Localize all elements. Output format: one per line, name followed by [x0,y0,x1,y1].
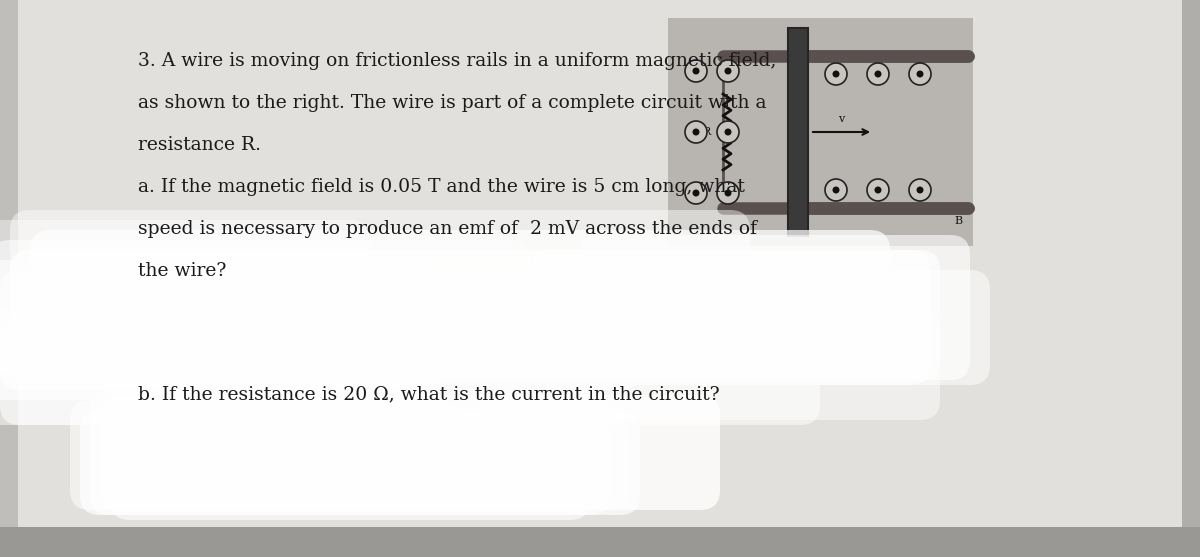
Circle shape [833,187,840,193]
Circle shape [910,63,931,85]
Circle shape [875,187,882,193]
Circle shape [718,182,739,204]
Circle shape [718,121,739,143]
Text: v: v [839,114,845,124]
Circle shape [917,71,924,77]
Circle shape [725,129,732,135]
Circle shape [866,179,889,201]
Circle shape [826,63,847,85]
Circle shape [826,179,847,201]
Text: 3. A wire is moving on frictionless rails in a uniform magnetic field,: 3. A wire is moving on frictionless rail… [138,52,776,70]
Circle shape [692,189,700,197]
Circle shape [685,121,707,143]
Bar [0,527,1200,557]
Circle shape [725,67,732,75]
Circle shape [866,63,889,85]
FancyBboxPatch shape [180,410,620,510]
Text: resistance R.: resistance R. [138,136,262,154]
Circle shape [875,71,882,77]
FancyBboxPatch shape [0,220,370,340]
Bar [0,0,18,557]
FancyBboxPatch shape [30,230,890,380]
Circle shape [833,71,840,77]
Circle shape [692,67,700,75]
FancyBboxPatch shape [110,425,590,520]
FancyBboxPatch shape [80,410,640,515]
FancyBboxPatch shape [0,270,640,390]
FancyBboxPatch shape [0,320,820,425]
FancyBboxPatch shape [90,390,610,515]
FancyBboxPatch shape [10,210,750,320]
Circle shape [910,179,931,201]
Bar [788,28,808,236]
FancyBboxPatch shape [130,420,630,510]
Text: b. If the resistance is 20 Ω, what is the current in the circuit?: b. If the resistance is 20 Ω, what is th… [138,385,720,403]
Circle shape [685,182,707,204]
Text: a. If the magnetic field is 0.05 T and the wire is 5 cm long, what: a. If the magnetic field is 0.05 T and t… [138,178,745,196]
FancyBboxPatch shape [630,270,990,385]
FancyBboxPatch shape [530,250,940,380]
Text: R: R [703,127,710,137]
FancyBboxPatch shape [70,400,460,510]
Circle shape [692,129,700,135]
Text: B: B [955,216,964,226]
Circle shape [685,60,707,82]
Text: the wire?: the wire? [138,262,227,280]
FancyBboxPatch shape [0,240,530,375]
Circle shape [725,189,732,197]
FancyBboxPatch shape [0,310,420,425]
Bar [668,18,973,246]
Circle shape [917,187,924,193]
Circle shape [718,60,739,82]
FancyBboxPatch shape [10,250,930,385]
Text: speed is necessary to produce an emf of  2 mV across the ends of: speed is necessary to produce an emf of … [138,220,757,238]
FancyBboxPatch shape [0,260,440,400]
Text: as shown to the right. The wire is part of a complete circuit with a: as shown to the right. The wire is part … [138,94,767,112]
FancyBboxPatch shape [100,395,720,510]
FancyBboxPatch shape [580,235,970,380]
FancyBboxPatch shape [480,310,940,420]
